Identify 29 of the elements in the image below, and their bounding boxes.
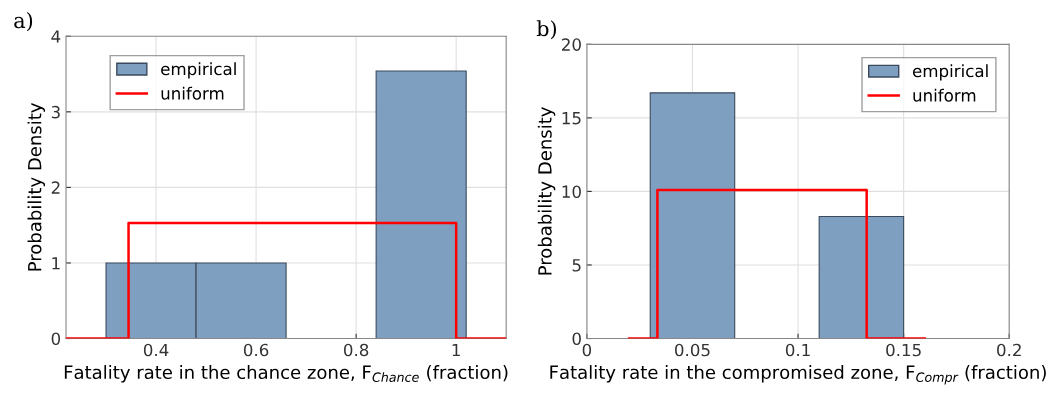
x-axis-title: Fatality rate in the chance zone, F$_{Chance}$ (fraction) <box>64 365 508 383</box>
y-axis-title: Probability Density <box>537 107 556 275</box>
legend-label: uniform <box>913 88 976 102</box>
legend-label: uniform <box>161 86 224 100</box>
x-tick-label: 0.8 <box>343 343 369 357</box>
x-tick-label: 0.15 <box>886 343 921 357</box>
y-tick-label: 5 <box>572 259 581 272</box>
y-tick-label: 1 <box>52 257 60 270</box>
y-tick-label: 0 <box>572 332 581 346</box>
y-tick-label: 10 <box>562 185 581 198</box>
y-tick-label: 20 <box>562 38 581 51</box>
y-tick-label: 3 <box>51 105 60 119</box>
y-axis-title: Probability Density <box>27 103 45 271</box>
chart-title: a) <box>14 12 33 32</box>
y-tick-label: 15 <box>562 112 581 125</box>
x-tick-label: 0.4 <box>143 343 169 357</box>
x-tick-label: 0.05 <box>675 343 710 357</box>
chart-title: b) <box>536 20 557 40</box>
y-tick-label: 4 <box>51 30 61 43</box>
y-tick-label: 2 <box>51 181 60 194</box>
x-axis-title: Fatality rate in the compromised zone, F$_{Compr}$ (fraction) <box>550 365 1046 385</box>
x-tick-label: 1 <box>452 343 460 357</box>
x-tick-label: 0.2 <box>997 343 1021 357</box>
legend-label: empirical <box>161 62 236 79</box>
x-tick-label: 0 <box>582 343 592 357</box>
x-tick-label: 0.1 <box>785 343 810 357</box>
legend-label: empirical <box>912 64 988 81</box>
x-tick-label: 0.6 <box>243 343 269 357</box>
y-tick-label: 0 <box>51 332 61 346</box>
